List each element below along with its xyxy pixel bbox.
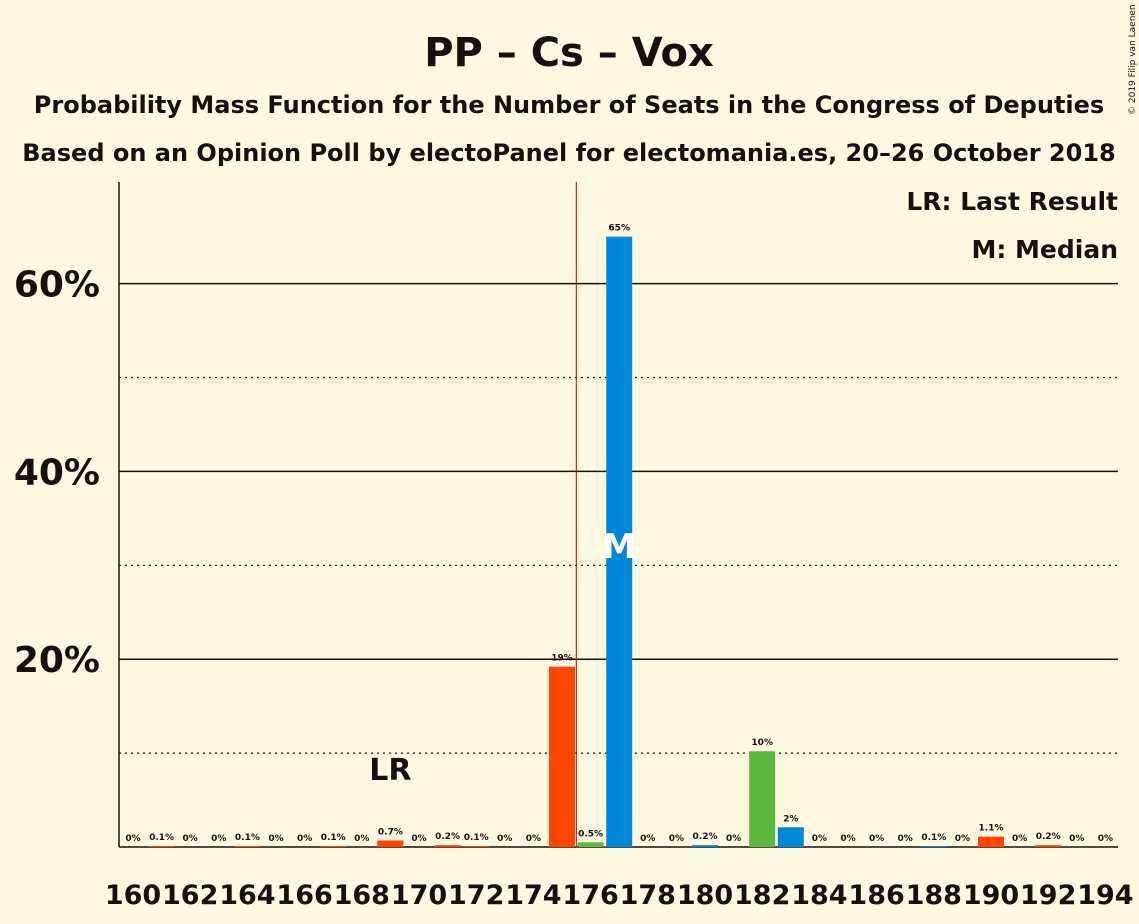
bar-177 <box>606 236 633 847</box>
bar-label-167: 0.1% <box>321 833 346 843</box>
x-tick-label: 160 <box>105 880 161 911</box>
bar-label-192: 0.2% <box>1036 832 1061 842</box>
y-axis-labels: 20% 40% 60% <box>14 265 100 682</box>
bar-label-181: 0% <box>726 834 741 844</box>
bar-label-179: 0% <box>669 834 684 844</box>
bar-label-163: 0% <box>211 834 226 844</box>
x-tick-label: 180 <box>677 880 733 911</box>
bar-label-189: 0% <box>955 834 970 844</box>
bar-label-178: 0% <box>640 834 655 844</box>
x-tick-label: 190 <box>963 880 1019 911</box>
bar-label-169: 0.7% <box>378 827 403 837</box>
bar-label-162: 0% <box>183 834 198 844</box>
bar-label-164: 0.1% <box>235 833 260 843</box>
bar-label-193: 0% <box>1069 834 1084 844</box>
bar-label-188: 0.1% <box>921 833 946 843</box>
x-tick-label: 194 <box>1077 880 1133 911</box>
bar-label-180: 0.2% <box>693 832 718 842</box>
x-tick-label: 192 <box>1020 880 1076 911</box>
bar-label-160: 0% <box>125 834 140 844</box>
chart-title: PP – Cs – Vox <box>424 30 714 76</box>
x-tick-label: 186 <box>848 880 904 911</box>
median-marker: M <box>602 527 636 567</box>
bar-label-191: 0% <box>1012 834 1027 844</box>
x-tick-label: 172 <box>448 880 504 911</box>
x-tick-label: 182 <box>734 880 790 911</box>
bar-167 <box>320 846 347 847</box>
bar-label-186: 0% <box>869 834 884 844</box>
bar-label-165: 0% <box>268 834 283 844</box>
bar-164 <box>234 846 261 847</box>
markers: LR M <box>369 182 636 847</box>
bar-label-183: 2% <box>783 814 798 824</box>
y-tick-label: 60% <box>14 265 100 306</box>
bar-label-173: 0% <box>497 834 512 844</box>
bar-label-174: 0% <box>526 834 541 844</box>
x-tick-label: 162 <box>162 880 218 911</box>
x-tick-label: 170 <box>391 880 447 911</box>
bar-label-176: 0.5% <box>578 829 603 839</box>
x-tick-label: 184 <box>791 880 847 911</box>
bar-label-166: 0% <box>297 834 312 844</box>
x-tick-label: 176 <box>562 880 618 911</box>
bar-label-182: 10% <box>751 738 773 748</box>
bar-label-168: 0% <box>354 834 369 844</box>
bar-176 <box>577 842 604 847</box>
bar-175 <box>549 666 575 847</box>
legend-last-result: LR: Last Result <box>906 187 1118 216</box>
bar-label-175: 19% <box>551 654 573 664</box>
x-tick-label: 188 <box>906 880 962 911</box>
bar-label-185: 0% <box>840 834 855 844</box>
x-tick-label: 174 <box>505 880 561 911</box>
x-axis-labels: 160 162 164 166 168 170 172 174 176 178 180 182 184 1… <box>105 880 1134 911</box>
legend-median: M: Median <box>971 235 1118 264</box>
x-tick-label: 178 <box>620 880 676 911</box>
bar-value-labels: 0% 0.1% 0% 0% 0.1% 0% 0% 0.1% 0% 0.7% 0% 0.2% 0.1% 0%… <box>125 224 1113 844</box>
last-result-marker: LR <box>369 753 411 788</box>
bar-161 <box>148 846 175 847</box>
bar-label-194: 0% <box>1098 834 1113 844</box>
bar-169 <box>377 840 404 847</box>
bar-label-187: 0% <box>898 834 913 844</box>
bar-188 <box>920 846 947 847</box>
bar-label-190: 1.1% <box>979 824 1004 834</box>
bars <box>148 236 1062 847</box>
bar-label-170: 0% <box>411 834 426 844</box>
bar-182 <box>749 751 776 847</box>
y-tick-label: 40% <box>14 452 100 493</box>
x-tick-label: 164 <box>219 880 275 911</box>
bar-172 <box>463 846 490 847</box>
bar-171 <box>434 845 461 847</box>
bar-183 <box>777 827 804 847</box>
x-tick-label: 168 <box>334 880 390 911</box>
x-tick-label: 166 <box>276 880 332 911</box>
chart-subtitle-source: Based on an Opinion Poll by electoPanel … <box>22 139 1115 167</box>
y-tick-label: 20% <box>14 640 100 681</box>
bar-190 <box>978 836 1004 847</box>
bar-180 <box>692 845 718 847</box>
bar-label-172: 0.1% <box>464 833 489 843</box>
bar-label-171: 0.2% <box>435 832 460 842</box>
bar-label-161: 0.1% <box>149 833 174 843</box>
bar-label-184: 0% <box>812 834 827 844</box>
chart-subtitle: Probability Mass Function for the Number… <box>34 91 1104 119</box>
bar-label-177: 65% <box>608 224 630 234</box>
copyright-note: © 2019 Filip van Laenen <box>1128 4 1138 115</box>
bar-192 <box>1035 845 1062 847</box>
